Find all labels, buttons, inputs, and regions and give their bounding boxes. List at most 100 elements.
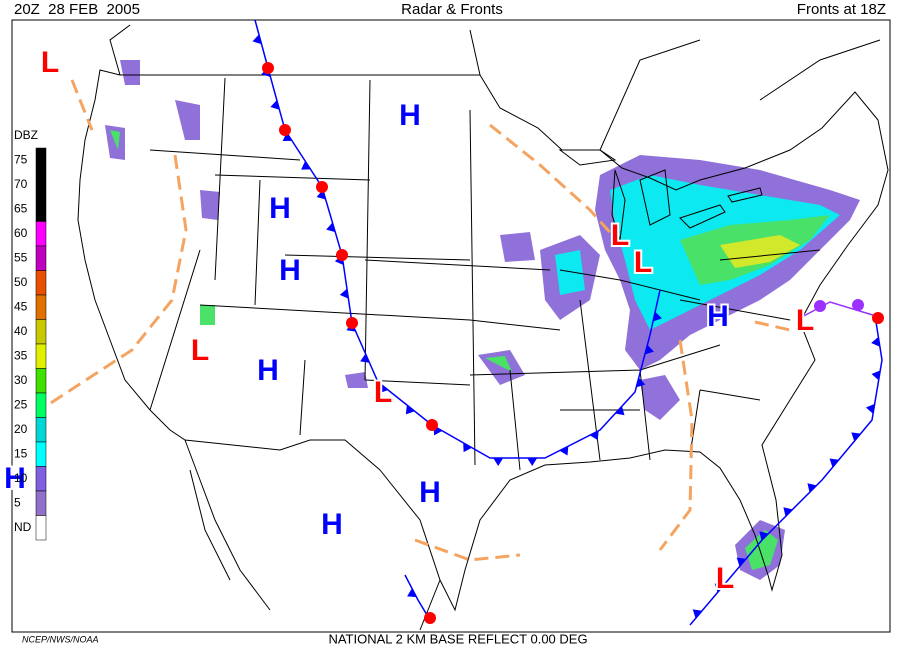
pressure-center: H <box>321 508 343 541</box>
echo-region <box>745 530 778 570</box>
front-triangle <box>405 405 415 415</box>
credit: NCEP/NWS/NOAA <box>22 634 99 644</box>
echo-region <box>720 235 800 268</box>
front-semicircle <box>426 419 438 431</box>
front-triangle <box>807 483 817 493</box>
mexico-canada <box>109 24 881 631</box>
legend-label: 40 <box>14 324 28 338</box>
trough <box>754 320 791 332</box>
legend-label: 5 <box>14 495 21 509</box>
front-triangle <box>326 222 336 233</box>
geography <box>77 24 889 631</box>
legend-label: 70 <box>14 177 28 191</box>
front-semicircle <box>262 62 274 74</box>
pressure-center: L <box>611 219 629 252</box>
echo-region <box>640 375 680 420</box>
pressure-center: L <box>41 46 59 79</box>
echo-region <box>200 190 220 220</box>
legend-label: ND <box>14 520 32 534</box>
front-triangle <box>636 377 646 388</box>
front-triangle <box>653 311 662 322</box>
pressure-center: L <box>796 304 814 337</box>
pressure-center: H <box>279 254 301 287</box>
echo-region <box>120 60 140 85</box>
legend-swatch <box>35 245 47 271</box>
front-triangle <box>527 458 538 466</box>
front-triangle <box>865 403 875 414</box>
front-triangle <box>270 100 280 110</box>
state-lines <box>149 77 821 471</box>
front-semicircle <box>336 249 348 261</box>
pressure-center: H <box>4 462 26 495</box>
pressure-center: H <box>707 300 729 333</box>
front-semicircle <box>424 612 436 624</box>
map-frame <box>11 19 891 633</box>
front-triangle <box>463 442 472 453</box>
trough <box>489 123 617 239</box>
legend-swatch <box>35 515 47 541</box>
front-triangle <box>871 336 880 347</box>
legend-swatch <box>35 270 47 296</box>
front-triangle <box>339 288 349 299</box>
echo-region <box>500 232 535 262</box>
legend-label: 35 <box>14 348 28 362</box>
header-fronts: Fronts at 18Z <box>797 1 886 18</box>
front-triangle <box>829 458 839 468</box>
front-triangle <box>407 588 417 598</box>
legend-label: 20 <box>14 422 28 436</box>
trough <box>658 339 694 551</box>
occluded-symbol <box>814 300 826 312</box>
front-semicircle <box>316 181 328 193</box>
cold-front <box>404 574 431 621</box>
front-triangle <box>615 406 625 416</box>
legend-label: 25 <box>14 397 28 411</box>
legend-label: 75 <box>14 152 28 166</box>
legend-label: 50 <box>14 275 28 289</box>
legend-label: 55 <box>14 250 28 264</box>
pressure-center: H <box>399 99 421 132</box>
front-triangle <box>851 432 861 442</box>
legend-swatch <box>35 221 47 247</box>
front-triangle <box>871 370 881 381</box>
front-triangle <box>360 353 370 363</box>
front-semicircle <box>279 124 291 136</box>
echo-region <box>175 100 200 140</box>
legend-label: 60 <box>14 226 28 240</box>
front-triangle <box>644 344 654 355</box>
front-triangle <box>714 583 725 593</box>
pressure-center: H <box>419 476 441 509</box>
echo-region <box>110 130 120 150</box>
front-triangle <box>282 132 293 142</box>
legend-swatch <box>35 147 47 173</box>
troughs <box>39 79 791 562</box>
legend-swatch <box>35 441 47 467</box>
front-triangle <box>692 609 703 619</box>
pressure-center: L <box>634 246 652 279</box>
front-semicircle <box>346 317 358 329</box>
legend-swatch <box>35 466 47 492</box>
product: NATIONAL 2 KM BASE REFLECT 0.00 DEG <box>328 631 587 646</box>
echo-region <box>345 372 368 388</box>
legend-label: 30 <box>14 373 28 387</box>
great-lakes <box>558 149 763 241</box>
fronts <box>252 19 884 626</box>
trough <box>39 154 188 412</box>
front-triangle <box>301 161 311 170</box>
legend-label: 65 <box>14 201 28 215</box>
pressure-center: H <box>269 192 291 225</box>
cold-front <box>689 321 883 626</box>
echo-region <box>200 305 215 325</box>
front-triangle <box>493 458 504 466</box>
legend-swatch <box>35 196 47 222</box>
front-semicircle <box>872 312 884 324</box>
legend-label: 45 <box>14 299 28 313</box>
front-triangle <box>379 383 389 394</box>
legend-label: 15 <box>14 446 28 460</box>
legend-swatch <box>35 294 47 320</box>
front-triangle <box>589 430 599 441</box>
trough <box>70 79 94 131</box>
legend-swatch <box>35 172 47 198</box>
front-triangle <box>783 507 793 517</box>
